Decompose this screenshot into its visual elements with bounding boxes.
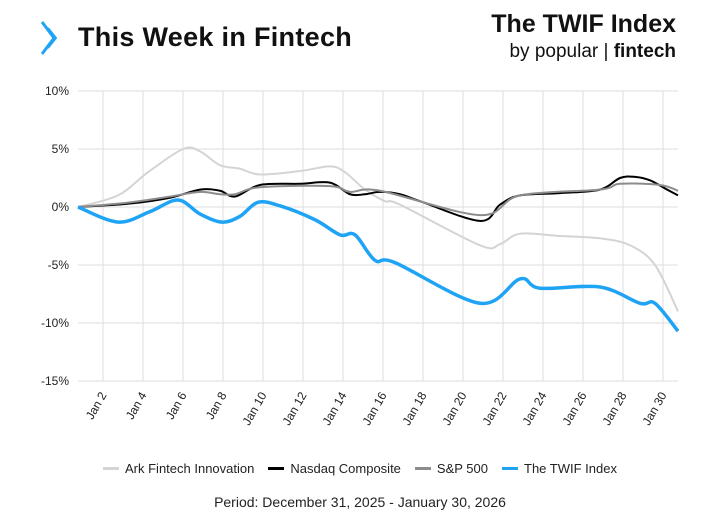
x-tick-label: Jan 28 bbox=[599, 389, 629, 427]
x-tick-label: Jan 2 bbox=[83, 389, 110, 422]
x-tick-label: Jan 20 bbox=[439, 389, 469, 427]
y-tick-label: 0% bbox=[52, 200, 70, 214]
x-tick-label: Jan 10 bbox=[239, 389, 269, 427]
x-tick-label: Jan 14 bbox=[319, 389, 349, 427]
period-label: Period: December 31, 2025 - January 30, … bbox=[214, 494, 506, 510]
y-tick-label: -15% bbox=[41, 374, 69, 388]
x-tick-label: Jan 8 bbox=[203, 389, 230, 422]
brand-title: The TWIF Index bbox=[491, 10, 676, 38]
legend-swatch bbox=[268, 467, 285, 470]
legend-swatch bbox=[103, 467, 119, 470]
legend-item-nasdaq-composite: Nasdaq Composite bbox=[268, 461, 401, 476]
chart-legend: Ark Fintech Innovation Nasdaq Composite S&… bbox=[0, 461, 720, 476]
legend-label: Ark Fintech Innovation bbox=[125, 461, 255, 476]
x-tick-label: Jan 30 bbox=[639, 389, 669, 427]
y-tick-label: 5% bbox=[52, 142, 70, 156]
legend-item-the-twif-index: The TWIF Index bbox=[502, 461, 617, 476]
x-tick-label: Jan 12 bbox=[279, 389, 309, 427]
legend-swatch bbox=[502, 467, 519, 470]
series-line-s-p-500 bbox=[77, 182, 679, 217]
y-tick-label: -5% bbox=[48, 258, 70, 272]
legend-item-ark-fintech-innovation: Ark Fintech Innovation bbox=[103, 461, 254, 476]
legend-swatch bbox=[414, 467, 431, 470]
page-title: This Week in Fintech bbox=[78, 22, 353, 52]
x-tick-label: Jan 24 bbox=[519, 389, 549, 427]
x-tick-label: Jan 16 bbox=[359, 389, 389, 427]
legend-label: S&P 500 bbox=[436, 461, 489, 476]
x-tick-label: Jan 18 bbox=[399, 389, 429, 427]
x-tick-label: Jan 22 bbox=[479, 389, 509, 427]
series-line-the-twif-index bbox=[77, 198, 680, 333]
legend-label: Nasdaq Composite bbox=[290, 461, 401, 476]
x-tick-label: Jan 6 bbox=[163, 389, 190, 422]
brand-bold: fintech bbox=[613, 41, 676, 62]
x-tick-label: Jan 26 bbox=[559, 389, 589, 427]
y-tick-label: -10% bbox=[41, 316, 69, 330]
y-tick-label: 10% bbox=[45, 84, 69, 98]
brand-by: by popular | bbox=[509, 41, 609, 62]
legend-label: The TWIF Index bbox=[524, 461, 617, 476]
brand-subtitle: by popular | fintech bbox=[491, 41, 676, 63]
twif-logo-chevron-icon bbox=[40, 20, 62, 61]
x-tick-label: Jan 4 bbox=[123, 389, 150, 422]
series-line-ark-fintech-innovation bbox=[77, 146, 679, 312]
legend-item-s-p-500: S&P 500 bbox=[414, 461, 489, 476]
brand-block: The TWIF Index by popular | fintech bbox=[491, 10, 676, 63]
